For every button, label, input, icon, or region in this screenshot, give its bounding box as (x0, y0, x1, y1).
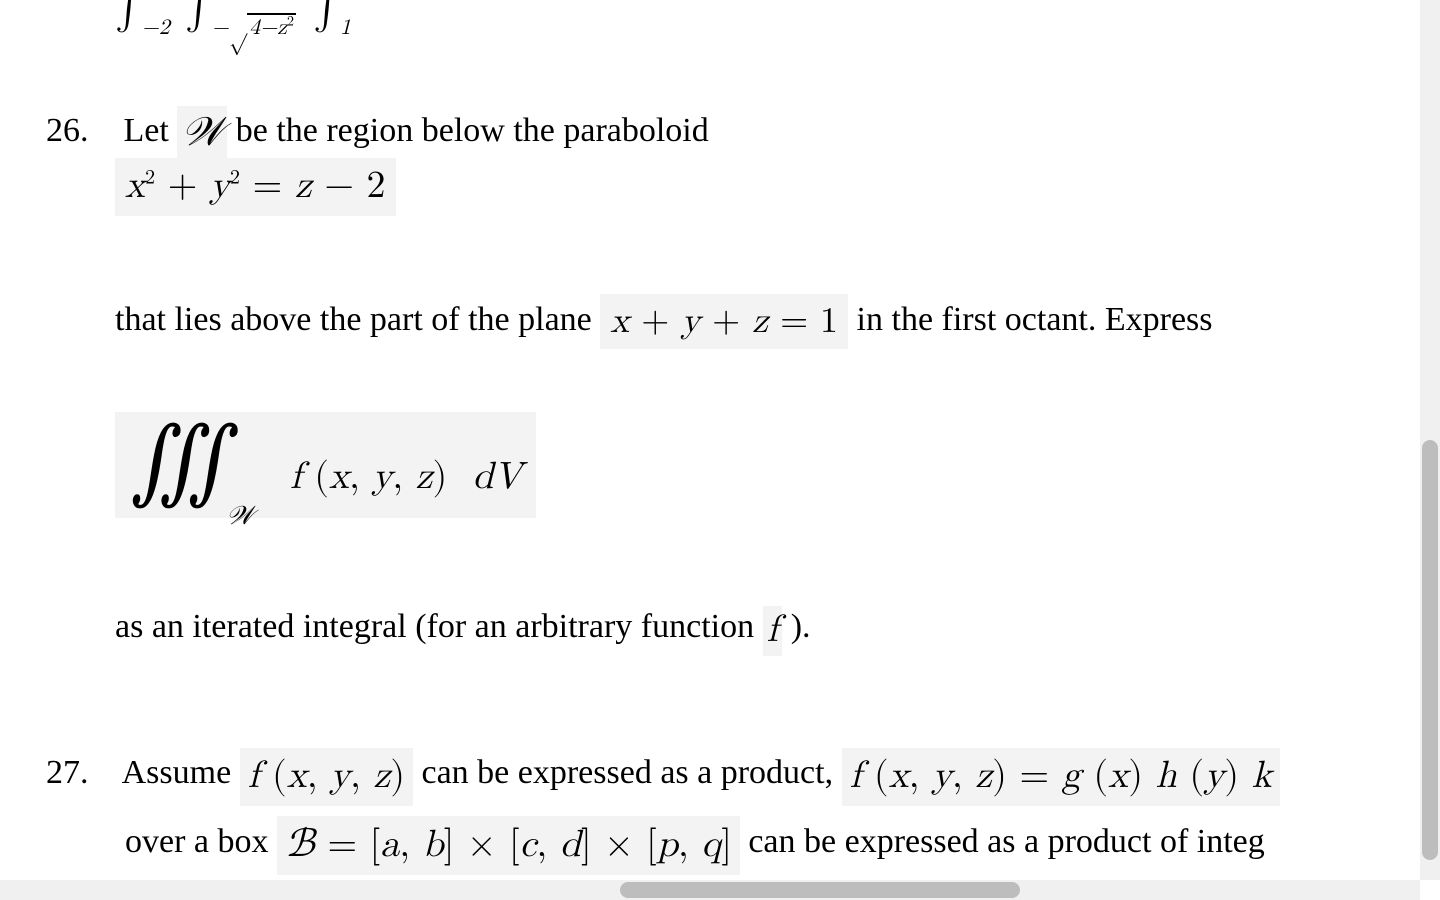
frag-lower-2: 4−z2 (247, 13, 296, 39)
p26-text-let: Let (124, 112, 178, 149)
p27-fxyz: f (x, y, z) (240, 748, 413, 806)
top-integral-fragment: ∫−2 ∫−√4−z2 ∫1 (115, 0, 351, 32)
problem-number-27: 27. (46, 754, 89, 791)
frag-lower-1: −2 (142, 17, 170, 39)
p27-text-assume: Assume (122, 754, 240, 791)
vertical-scrollbar-thumb[interactable] (1422, 440, 1438, 860)
p27-text-box: over a box (125, 823, 277, 860)
p27-box-eq: ℬ = [a, b] × [c, d] × [p, q] (277, 816, 740, 875)
document-page: ∫−2 ∫−√4−z2 ∫1 26. Let 𝒲 be the region b… (0, 0, 1440, 900)
p26-equation-1: x2 + y2 = z − 2 (115, 158, 396, 216)
problem-27-line2: over a box ℬ = [a, b] × [c, d] × [p, q] … (125, 812, 1265, 871)
p26-equation-2: x + y + z = 1 (600, 294, 848, 349)
problem-number-26: 26. (46, 112, 89, 149)
p26-text-plane: that lies above the part of the plane (115, 301, 600, 338)
p26-text-paraboloid: be the region below the paraboloid (236, 112, 709, 149)
horizontal-scrollbar-track[interactable] (0, 880, 1420, 900)
problem-27-line1: 27. Assume f (x, y, z) can be expressed … (46, 744, 1280, 802)
p26-triple-integral: ∫∫∫ 𝒲 f (x, y, z) dV (115, 412, 536, 518)
region-W-symbol: 𝒲 (177, 106, 227, 158)
problem-26-line3: as an iterated integral (for an arbitrar… (115, 602, 811, 652)
frag-lower-3: 1 (340, 17, 351, 39)
problem-26-line2: that lies above the part of the plane x … (115, 292, 1213, 347)
p26-text-close: ). (791, 608, 811, 645)
integral-region-W: 𝒲 (226, 501, 253, 530)
p26-text-octant: in the first octant. Express (857, 301, 1213, 338)
vertical-scrollbar-track[interactable] (1420, 0, 1440, 880)
problem-26-line1: 26. Let 𝒲 be the region below the parabo… (46, 102, 709, 154)
p27-text-productinteg: can be expressed as a product of integ (748, 823, 1264, 860)
function-f-symbol: f (763, 606, 783, 656)
page-content: ∫−2 ∫−√4−z2 ∫1 26. Let 𝒲 be the region b… (0, 0, 1420, 880)
horizontal-scrollbar-thumb[interactable] (620, 882, 1020, 898)
p27-text-product: can be expressed as a product, (421, 754, 841, 791)
p27-product-eq: f (x, y, z) = g (x) h (y) k (842, 748, 1280, 806)
p26-text-iterated: as an iterated integral (for an arbitrar… (115, 608, 763, 645)
